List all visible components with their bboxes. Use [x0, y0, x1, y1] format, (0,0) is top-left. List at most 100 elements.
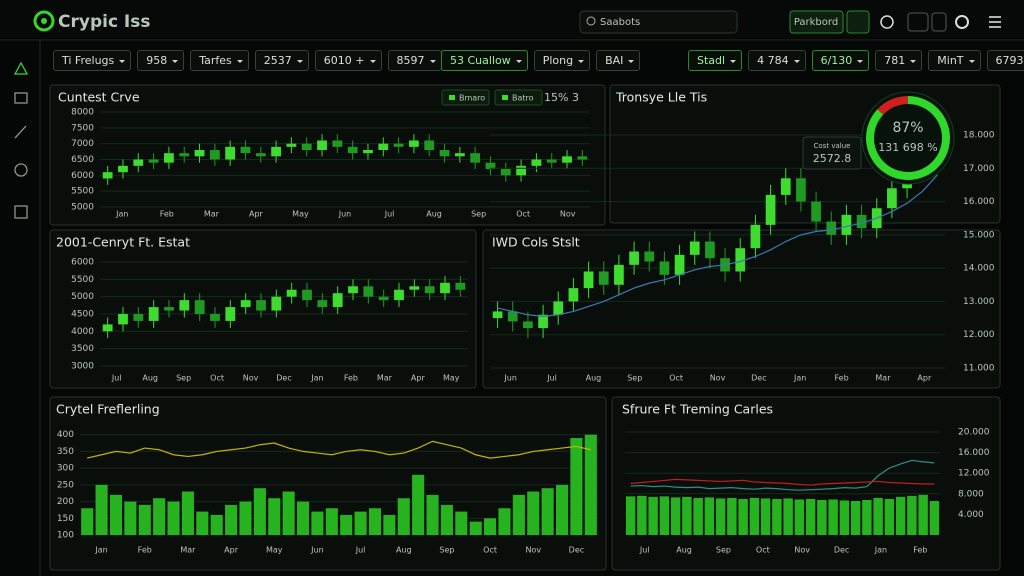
toolbar-dropdown[interactable]: Ti Frelugs	[53, 50, 132, 71]
x-tick-label: Sep	[627, 374, 642, 383]
toolbar-dropdown[interactable]: 6/130	[811, 50, 870, 71]
candle-body	[454, 153, 465, 157]
toolbar-dropdown[interactable]: 2537	[254, 50, 309, 71]
bar	[637, 495, 647, 535]
y-tick-label: 11.000	[963, 364, 995, 374]
toolbar-middle: 53 Cuallow Plong BAI	[441, 50, 641, 71]
toolbar-dropdown[interactable]: Stadl	[688, 50, 743, 71]
toolbar-dropdown[interactable]: 4 784	[748, 50, 806, 71]
panel-title: Sfrure Ft Treming Carles	[622, 402, 773, 417]
bar	[527, 491, 540, 535]
bar	[727, 497, 737, 535]
candle-body	[500, 169, 511, 176]
candle-body	[705, 241, 715, 259]
x-tick-label: Dec	[834, 546, 849, 555]
bar	[738, 498, 748, 535]
bar	[210, 514, 223, 535]
y-tick-label: 200	[57, 497, 74, 507]
header-button-text: Parkbord	[794, 17, 838, 28]
candle-body	[348, 286, 358, 294]
toolbar-dropdown[interactable]: 53 Cuallow	[441, 50, 528, 71]
x-tick-label: Jun	[503, 374, 517, 383]
bar	[484, 518, 497, 535]
x-tick-label: Nov	[560, 210, 576, 219]
toolbar-dropdown[interactable]: 8597	[387, 50, 442, 71]
y-tick-label: 15.000	[963, 230, 995, 240]
candle-body	[133, 159, 144, 166]
y-tick-label: 350	[57, 447, 74, 457]
toolbar-dropdown[interactable]: Tarfes	[190, 50, 249, 71]
x-tick-label: Feb	[344, 374, 358, 383]
icon-button[interactable]	[846, 10, 870, 34]
search-box[interactable]	[579, 10, 738, 34]
candle-body	[826, 221, 837, 235]
x-tick-label: Mar	[180, 546, 196, 555]
candle-body	[255, 153, 266, 157]
bar	[828, 499, 838, 535]
x-tick-label: Mar	[377, 374, 393, 383]
x-tick-label: May	[266, 546, 283, 555]
tooltip	[802, 136, 862, 170]
tooltip-value: 2572.8	[813, 152, 852, 165]
trend-line	[630, 459, 935, 491]
candle-body	[210, 314, 220, 321]
bar	[296, 501, 310, 535]
candle-body	[317, 140, 327, 150]
y-tick-label: 20.000	[958, 428, 990, 438]
header-button[interactable]	[789, 10, 844, 34]
candle-body	[583, 271, 594, 289]
icon-button[interactable]	[880, 15, 894, 29]
sidebar-icons[interactable]	[13, 61, 29, 219]
candle-body	[271, 146, 281, 157]
y-tick-label: 7000	[71, 139, 94, 149]
bar	[412, 474, 425, 535]
legend-pill[interactable]	[494, 89, 543, 106]
toolbar-dropdown[interactable]: 6010 +	[314, 50, 382, 71]
x-tick-label: Jun	[310, 546, 324, 555]
bar	[354, 511, 367, 535]
candle-body	[301, 143, 312, 150]
x-tick-label: Jan	[94, 546, 107, 555]
icon-button[interactable]	[907, 12, 929, 32]
x-tick-label: Oct	[483, 546, 497, 555]
gauge-remainder	[877, 96, 909, 115]
candle-body	[516, 165, 526, 176]
candle-body	[577, 156, 588, 160]
x-tick-label: Oct	[669, 374, 683, 383]
y-tick-label: 6000	[71, 171, 94, 181]
candle-body	[133, 314, 144, 321]
menu-icon[interactable]	[989, 16, 1001, 28]
icon-button[interactable]	[931, 12, 947, 32]
bar	[397, 498, 410, 535]
legend-swatch	[502, 95, 508, 100]
bar	[625, 496, 636, 535]
toolbar-dropdown[interactable]: MinT	[928, 50, 981, 71]
bar	[850, 501, 861, 535]
toolbar-dropdown[interactable]: 781	[875, 50, 923, 71]
candle-body	[378, 296, 389, 301]
x-tick-label: Apr	[917, 374, 932, 383]
bar	[659, 496, 670, 535]
y-tick-label: 13.000	[963, 297, 995, 307]
x-tick-label: Sep	[471, 210, 486, 219]
bar	[469, 521, 482, 535]
panel-title: 2001-Cenryt Ft. Estat	[56, 235, 190, 250]
candle-body	[302, 289, 312, 301]
bar	[340, 514, 353, 535]
toolbar-dropdown[interactable]: 6793	[986, 50, 1024, 71]
header-bar	[0, 0, 1024, 40]
legend-pill[interactable]	[441, 89, 490, 106]
candle-body	[363, 150, 373, 154]
toolbar-dropdown[interactable]: Plong	[533, 50, 591, 71]
icon-button[interactable]	[955, 15, 969, 29]
bar	[138, 504, 151, 535]
x-tick-label: Feb	[160, 210, 174, 219]
candle-body	[409, 286, 420, 290]
candle-body	[102, 324, 113, 332]
bar	[760, 498, 771, 535]
legend-swatch	[449, 95, 455, 100]
toolbar-dropdown[interactable]: 958	[137, 50, 185, 71]
toolbar-dropdown[interactable]: BAI	[596, 50, 641, 71]
